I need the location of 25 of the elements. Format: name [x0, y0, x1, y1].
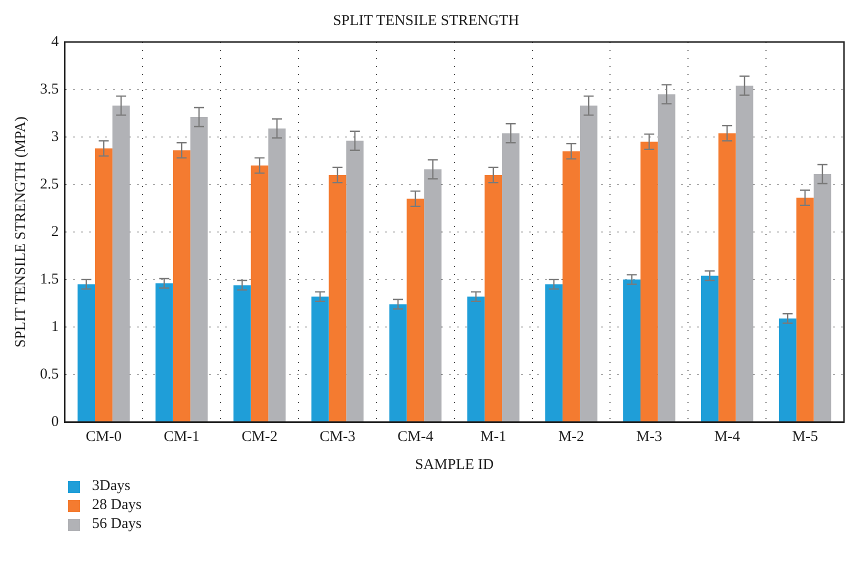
y-tick-label: 2.5	[40, 176, 59, 192]
y-tick-label: 1	[51, 318, 59, 335]
y-tick-label: 1.5	[40, 271, 59, 288]
x-tick-label: M-4	[714, 428, 741, 445]
legend-label: 56 Days	[92, 516, 142, 533]
x-tick-label: CM-4	[397, 428, 434, 445]
y-tick-label: 4	[51, 34, 60, 50]
y-tick-label: 2	[51, 224, 59, 240]
x-tick-label: M-5	[792, 428, 818, 445]
x-tick-label: CM-2	[242, 428, 278, 445]
legend-label: 3Days	[92, 478, 130, 495]
x-tick-label: CM-0	[86, 428, 122, 445]
y-axis-title: SPLIT TENSILE STRENGTH (MPA)	[12, 116, 29, 348]
y-tick-label: 3	[51, 128, 59, 145]
x-tick-label: CM-3	[320, 428, 356, 445]
y-tick-label: 0	[51, 414, 59, 430]
y-tick-label: 0.5	[40, 366, 59, 382]
chart-title: SPLIT TENSILE STRENGTH	[332, 12, 520, 29]
x-tick-label: CM-1	[164, 428, 200, 445]
y-tick-label: 3.5	[40, 81, 59, 98]
x-tick-label: M-3	[636, 428, 662, 445]
x-tick-label: M-2	[558, 428, 584, 445]
legend-label: 28 Days	[92, 497, 142, 514]
x-tick-label: M-1	[480, 428, 506, 445]
x-axis-title: SAMPLE ID	[414, 456, 494, 473]
